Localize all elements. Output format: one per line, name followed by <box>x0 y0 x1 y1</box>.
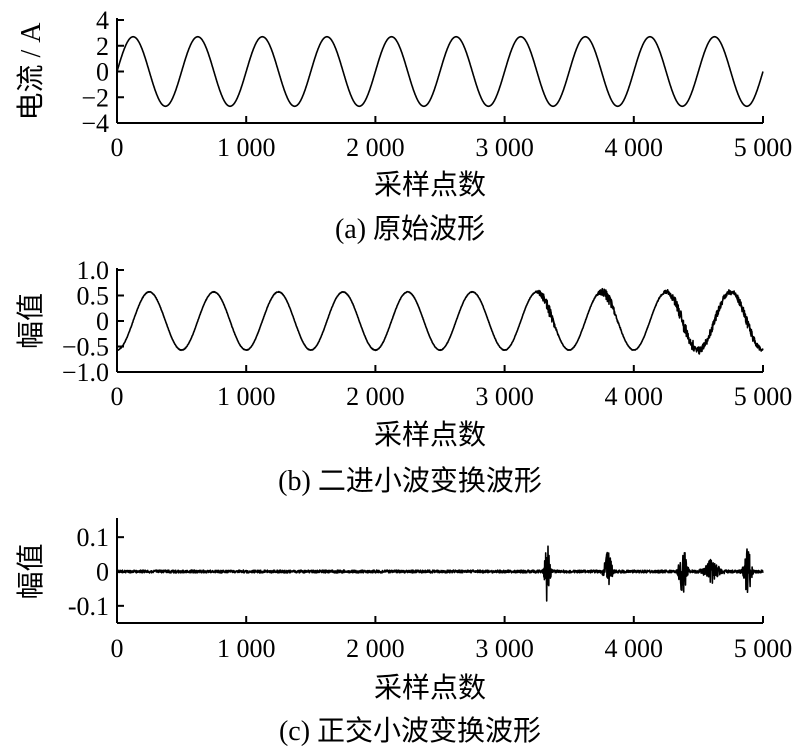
x-tick-label: 4 000 <box>605 133 664 162</box>
waveform-series-line <box>116 287 764 355</box>
x-axis-label: 采样点数 <box>374 169 486 201</box>
x-tick-label: 2 000 <box>346 133 405 162</box>
y-tick-label: 4 <box>96 6 109 35</box>
x-tick-label: 2 000 <box>346 382 405 411</box>
x-tick-label: 0 <box>111 382 124 411</box>
x-tick-label: 5 000 <box>734 634 793 663</box>
y-tick-label: −0.5 <box>62 333 109 362</box>
x-axis-label: 采样点数 <box>374 672 486 704</box>
y-axis-label: 幅值 <box>15 293 47 349</box>
waveform-series-line <box>116 545 764 602</box>
y-tick-label: −4 <box>81 109 109 138</box>
y-tick-label: 1.0 <box>77 256 110 285</box>
y-tick-label: 0.1 <box>77 523 110 552</box>
y-tick-label: -0.1 <box>68 592 109 621</box>
y-tick-label: 0 <box>96 58 109 87</box>
x-axis-label: 采样点数 <box>374 419 486 451</box>
x-tick-label: 0 <box>111 634 124 663</box>
y-tick-label: 0.5 <box>77 282 110 311</box>
panel-caption: (c) 正交小波变换波形 <box>279 715 541 747</box>
x-tick-label: 1 000 <box>217 382 276 411</box>
y-axis-label: 电流 / A <box>15 22 47 121</box>
x-tick-label: 2 000 <box>346 634 405 663</box>
y-tick-label: 0 <box>96 307 109 336</box>
x-tick-label: 3 000 <box>475 382 534 411</box>
y-axis-label: 幅值 <box>15 543 47 599</box>
x-tick-label: 3 000 <box>475 634 534 663</box>
panel-caption: (b) 二进小波变换波形 <box>278 465 542 497</box>
x-tick-label: 3 000 <box>475 133 534 162</box>
x-tick-label: 4 000 <box>605 634 664 663</box>
x-tick-label: 1 000 <box>217 133 276 162</box>
x-tick-label: 1 000 <box>217 634 276 663</box>
y-tick-label: −2 <box>81 83 109 112</box>
y-tick-label: −1.0 <box>62 358 109 387</box>
waveform-series-line <box>116 35 764 108</box>
x-tick-label: 5 000 <box>734 382 793 411</box>
y-tick-label: 0 <box>96 558 109 587</box>
x-tick-label: 0 <box>111 133 124 162</box>
x-tick-label: 5 000 <box>734 133 793 162</box>
x-tick-label: 4 000 <box>605 382 664 411</box>
panel-caption: (a) 原始波形 <box>335 213 485 245</box>
y-tick-label: 2 <box>96 32 109 61</box>
